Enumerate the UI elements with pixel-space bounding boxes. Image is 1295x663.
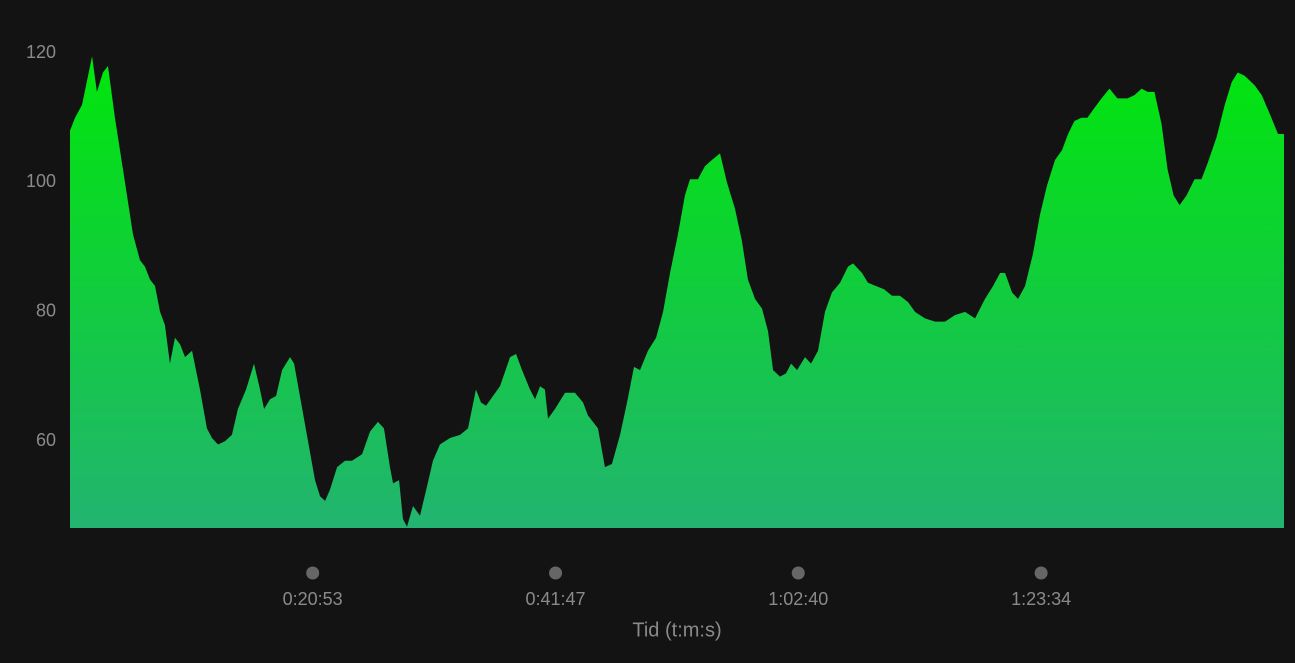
x-tick-label: 0:41:47 (526, 589, 586, 609)
area (70, 56, 1284, 528)
x-tick-label: 1:23:34 (1011, 589, 1071, 609)
y-tick-label: 100 (26, 171, 56, 191)
y-tick-label: 60 (36, 430, 56, 450)
x-tick-dot (1034, 566, 1048, 580)
x-tick-dot (306, 566, 320, 580)
x-tick-label: 1:02:40 (768, 589, 828, 609)
y-tick-label: 120 (26, 42, 56, 62)
x-tick-dot (791, 566, 805, 580)
x-tick-label: 0:20:53 (283, 589, 343, 609)
x-axis-title: Tid (t:m:s) (632, 619, 721, 641)
y-tick-label: 80 (36, 301, 56, 321)
x-tick-dot (549, 566, 563, 580)
